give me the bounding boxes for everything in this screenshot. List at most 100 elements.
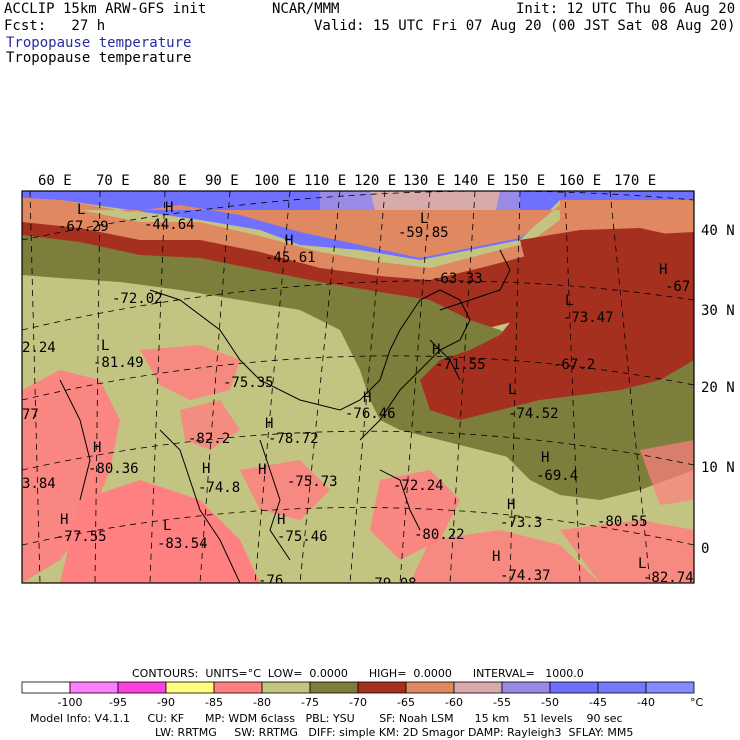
annot-value-31: -82.74 [643,570,694,586]
legend-tick-9: -55 [493,696,511,709]
legend-box-2 [117,681,167,694]
lon-label-5: 110 E [304,173,346,189]
lon-label-8: 140 E [453,173,495,189]
model-info-line2: LW: RRTMG SW: RRTMG DIFF: simple KM: 2D … [155,726,634,739]
annot-value-15: -74.52 [508,406,559,422]
annot-value-3: -59.85 [398,225,449,241]
annot-value-29: -80.22 [414,527,465,543]
annot-mark-11: H [432,342,440,358]
annot-mark-15: L [508,382,516,398]
lat-label-4: 0 [701,541,709,557]
annot-mark-22: H [258,462,266,478]
annot-value-8: 2.24 [22,340,56,356]
annot-value-26: -77.55 [56,529,107,545]
annot-mark-9: L [101,338,109,354]
legend-box-6 [309,681,359,694]
legend-box-8 [405,681,455,694]
annot-mark-18: H [93,440,101,456]
annot-mark-24: H [507,497,515,513]
center-label: NCAR/MMM [272,1,340,17]
annot-value-13: 77 [22,407,39,423]
annot-mark-27: L [163,518,171,534]
legend-box-10 [501,681,551,694]
annot-value-30: -74.37 [500,568,551,584]
annot-value-7: -73.47 [563,310,614,326]
annot-value-1: -44.64 [144,217,195,233]
legend-box-1 [69,681,119,694]
lat-label-3: 10 N [701,460,735,476]
annot-mark-3: L [420,211,428,227]
legend-box-5 [261,681,311,694]
annot-value-4: -63.33 [432,271,483,287]
color-legend: -100 -95 -90 -85 -80 -75 -70 -65 -60 -55 -50 -45 -40… [21,681,704,709]
annot-value-0: -67.29 [58,219,109,235]
legend-box-13 [645,681,695,694]
legend-box-11 [549,681,599,694]
field-title-secondary: Tropopause temperature [6,50,192,66]
lon-label-0: 60 E [38,173,72,189]
legend-tick-3: -85 [205,696,223,709]
annot-mark-17: H [265,416,273,432]
legend-box-0 [21,681,71,694]
legend-unit: °C [690,696,704,709]
annot-value-2: -45.61 [265,250,316,266]
lon-label-6: 120 E [354,173,396,189]
legend-box-9 [453,681,503,694]
lon-label-10: 160 E [559,173,601,189]
annot-value-33: -79.08 [366,576,417,592]
legend-box-3 [165,681,215,694]
lon-label-9: 150 E [503,173,545,189]
legend-tick-4: -80 [253,696,271,709]
annot-value-25: -80.55 [597,514,648,530]
field-title-primary: Tropopause temperature [6,35,192,51]
annot-value-12: -67.2 [553,357,595,373]
lon-label-11: 170 E [614,173,656,189]
annot-mark-21: H [202,461,210,477]
annot-value-17: -78.72 [268,431,319,447]
annot-value-22: -75.73 [287,474,338,490]
tropopause-temperature-field [22,191,694,583]
annot-value-27: -83.54 [157,536,208,552]
annot-mark-30: H [492,549,500,565]
annot-value-19: -69.4 [536,468,578,484]
legend-box-4 [213,681,263,694]
annot-mark-1: H [165,200,173,216]
legend-box-7 [357,681,407,694]
latitude-axis: 40 N 30 N 20 N 10 N 0 [701,223,735,557]
annot-mark-26: H [60,512,68,528]
annot-value-9: -81.49 [93,355,144,371]
lon-label-2: 80 E [153,173,187,189]
annot-value-21: -74.8 [198,480,240,496]
annot-value-20: 3.84 [22,476,56,492]
lat-label-2: 20 N [701,380,735,396]
legend-tick-8: -60 [445,696,463,709]
map-frame [21,190,695,584]
annot-value-23: -72.24 [393,478,444,494]
legend-tick-12: -40 [637,696,655,709]
annot-value-18: -80.36 [88,461,139,477]
annot-value-14: -76.46 [345,406,396,422]
annot-value-10: -75.35 [223,375,274,391]
pressure-annotations: L -67.29 H -44.64 H -45.61 L -59.85 -63.… [22,200,694,592]
annot-value-5: -67 [665,279,690,295]
model-info-line1: Model Info: V4.1.1 CU: KF MP: WDM 6class… [30,712,623,725]
annot-value-32: -76 [258,573,283,589]
legend-tick-6: -70 [349,696,367,709]
legend-tick-5: -75 [301,696,319,709]
legend-tick-7: -65 [397,696,415,709]
lon-label-4: 100 E [254,173,296,189]
annot-value-24: -73.3 [500,515,542,531]
annot-mark-14: H [363,390,371,406]
annot-value-16: -82.2 [188,431,230,447]
legend-tick-0: -100 [58,696,83,709]
legend-tick-1: -95 [109,696,127,709]
contour-info: CONTOURS: UNITS=°C LOW= 0.0000 HIGH= 0.0… [132,667,584,680]
model-title: ACCLIP 15km ARW-GFS init [4,1,207,17]
annot-mark-31: L [638,556,646,572]
annot-mark-28: H [277,512,285,528]
coastlines [59,249,511,583]
lon-label-7: 130 E [403,173,445,189]
legend-tick-10: -50 [541,696,559,709]
init-time: Init: 12 UTC Thu 06 Aug 20 [516,1,736,17]
